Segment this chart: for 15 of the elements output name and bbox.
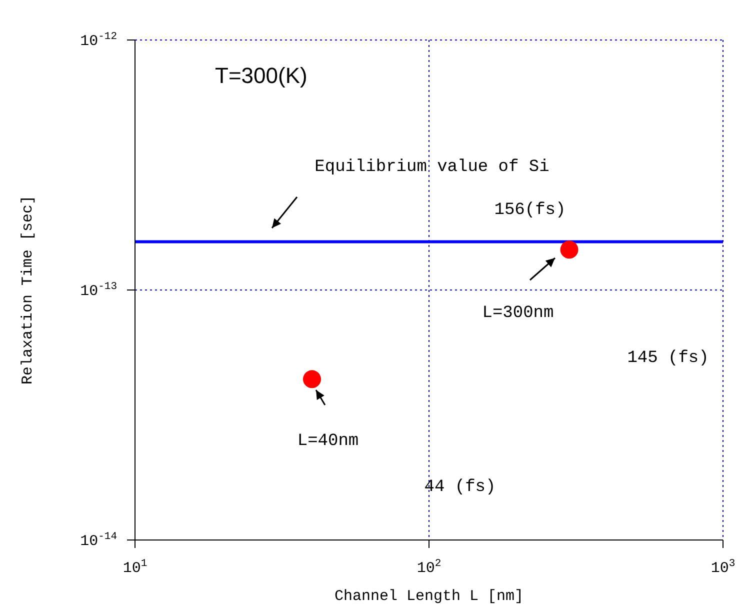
x-tick-label: 10$^{2}$ bbox=[416, 558, 442, 577]
annotation: 44 (fs) bbox=[424, 478, 496, 497]
annotation: L=40nm bbox=[297, 432, 359, 451]
y-tick-label: 10$^{-13}$ bbox=[80, 281, 117, 300]
y-tick-label: 10$^{-12}$ bbox=[80, 31, 117, 50]
y-axis-title: Relaxation Time [sec] bbox=[19, 195, 36, 385]
annotation: 156(fs) bbox=[494, 201, 566, 220]
annotation: L=300nm bbox=[482, 304, 554, 323]
annotation: 145 (fs) bbox=[627, 349, 709, 368]
x-tick-label: 10$^{3}$ bbox=[710, 558, 736, 577]
x-tick-label: 10$^{1}$ bbox=[122, 558, 148, 577]
x-axis-title: Channel Length L [nm] bbox=[334, 588, 524, 605]
annotation: T=300(K) bbox=[215, 63, 308, 88]
annotation: Equilibrium value of Si bbox=[314, 158, 550, 177]
y-tick-label: 10$^{-14}$ bbox=[80, 531, 117, 550]
